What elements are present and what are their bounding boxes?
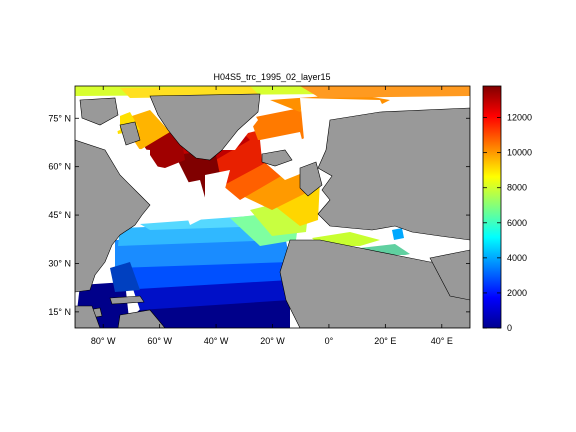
lon-tick-label: 40° W [204, 336, 229, 346]
colorbar-tick-label: 4000 [507, 253, 527, 263]
colorbar-ticks: 0 2000 4000 6000 8000 10000 12000 [483, 113, 532, 333]
lat-tick-label: 15° N [48, 307, 71, 317]
chart-title: H04S5_trc_1995_02_layer15 [213, 72, 330, 82]
lon-tick-label: 20° E [374, 336, 396, 346]
colorbar-tick-label: 10000 [507, 148, 532, 158]
british-isles-land [299, 161, 323, 197]
colorbar-tick-label: 2000 [507, 288, 527, 298]
longitude-ticks: 80° W 60° W 40° W 20° W 0° 20° E 40° E [91, 86, 453, 346]
lat-tick-label: 60° N [48, 162, 71, 172]
arctic-islands-land [79, 97, 119, 126]
lat-tick-label: 45° N [48, 210, 71, 220]
colorbar [482, 85, 502, 329]
lon-tick-label: 20° W [260, 336, 285, 346]
africa-land [279, 239, 470, 328]
map-area [75, 86, 470, 328]
latitude-ticks: 15° N 30° N 45° N 60° N 75° N [48, 113, 470, 317]
colorbar-tick-label: 12000 [507, 113, 532, 123]
south-america-land [75, 305, 101, 328]
lat-tick-label: 75° N [48, 113, 71, 123]
colorbar-tick-label: 8000 [507, 183, 527, 193]
lon-tick-label: 40° E [431, 336, 453, 346]
lon-tick-label: 80° W [91, 336, 116, 346]
land-masses [75, 93, 470, 328]
colorbar-tick-label: 0 [507, 323, 512, 333]
ocean-field [75, 86, 470, 328]
europe-land [317, 107, 470, 241]
caribbean-islands-land [109, 295, 145, 305]
north-america-land [75, 139, 151, 293]
lat-tick-label: 30° N [48, 258, 71, 268]
greenland-land [149, 93, 261, 161]
colorbar-tick-label: 6000 [507, 218, 527, 228]
lon-tick-label: 60° W [147, 336, 172, 346]
iceland-land [261, 149, 293, 167]
lon-tick-label: 0° [325, 336, 334, 346]
